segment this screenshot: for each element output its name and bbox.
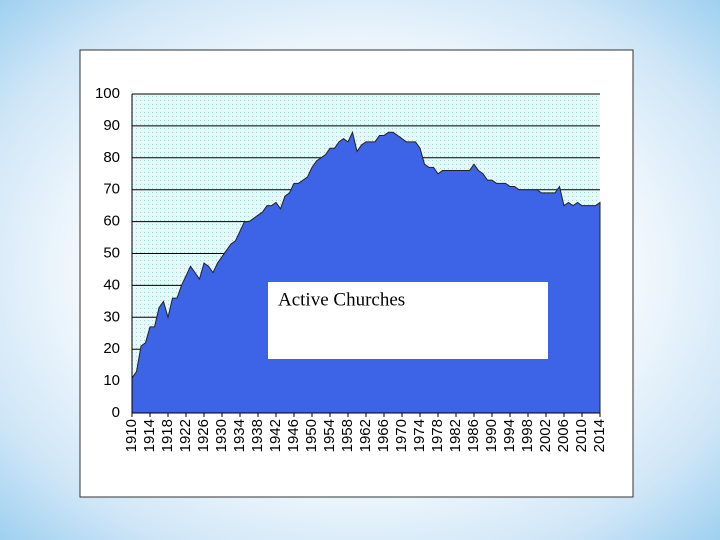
x-tick-label: 1910 (123, 419, 140, 452)
y-tick-label: 60 (103, 213, 120, 230)
annotation-box (268, 282, 548, 359)
x-tick-label: 1946 (285, 419, 302, 452)
x-tick-label: 1982 (447, 419, 464, 452)
x-tick-label: 1942 (267, 419, 284, 452)
x-tick-label: 1966 (375, 419, 392, 452)
x-tick-label: 1954 (321, 419, 338, 452)
y-tick-label: 30 (103, 308, 120, 325)
x-tick-label: 1926 (195, 419, 212, 452)
x-tick-label: 1950 (303, 419, 320, 452)
x-tick-label: 1986 (465, 419, 482, 452)
x-tick-label: 1962 (357, 419, 374, 452)
y-tick-label: 80 (103, 149, 120, 166)
x-tick-label: 1970 (393, 419, 410, 452)
x-tick-label: 2010 (573, 419, 590, 452)
x-tick-label: 1914 (141, 419, 158, 452)
x-tick-label: 2006 (555, 419, 572, 452)
y-tick-label: 90 (103, 117, 120, 134)
y-tick-label: 100 (95, 85, 120, 102)
y-tick-label: 70 (103, 181, 120, 198)
y-tick-label: 50 (103, 244, 120, 261)
x-tick-label: 1938 (249, 419, 266, 452)
x-tick-label: 2002 (537, 419, 554, 452)
x-tick-label: 1934 (231, 419, 248, 452)
x-tick-label: 2014 (591, 419, 608, 452)
y-tick-label: 0 (112, 404, 120, 421)
x-tick-label: 1922 (177, 419, 194, 452)
x-tick-label: 1930 (213, 419, 230, 452)
x-tick-label: 1990 (483, 419, 500, 452)
x-tick-label: 1994 (501, 419, 518, 452)
annotation: Active Churches (278, 289, 405, 310)
y-tick-label: 40 (103, 276, 120, 293)
y-tick-label: 10 (103, 372, 120, 389)
x-tick-label: 1958 (339, 419, 356, 452)
x-tick-label: 1974 (411, 419, 428, 452)
y-tick-label: 20 (103, 340, 120, 357)
x-tick-label: 1978 (429, 419, 446, 452)
x-tick-label: 1918 (159, 419, 176, 452)
x-tick-label: 1998 (519, 419, 536, 452)
